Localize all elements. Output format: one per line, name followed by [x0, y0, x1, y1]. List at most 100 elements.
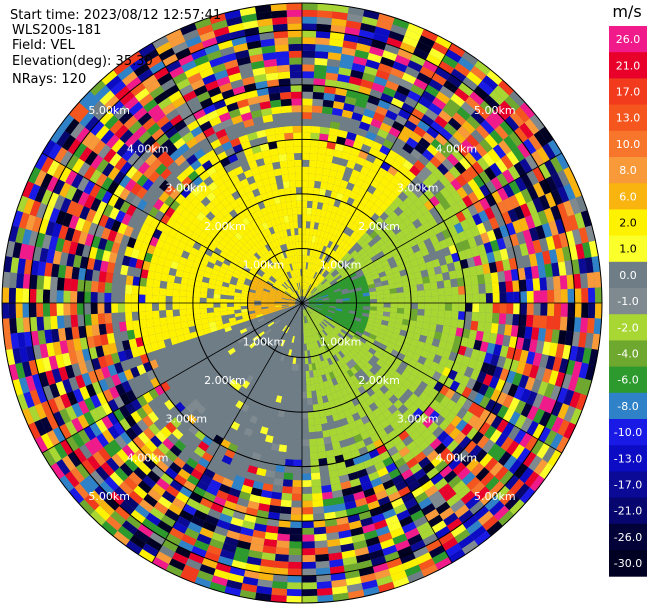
velocity-gate — [397, 303, 405, 309]
velocity-gate — [199, 303, 207, 309]
velocity-gate — [438, 60, 455, 75]
velocity-gate — [333, 288, 341, 293]
velocity-gate — [473, 174, 485, 188]
velocity-gate — [302, 193, 308, 201]
velocity-gate — [333, 236, 340, 244]
velocity-gate — [313, 271, 318, 279]
velocity-gate — [505, 280, 514, 293]
velocity-gate — [291, 397, 297, 406]
velocity-gate — [427, 217, 438, 228]
velocity-gate — [302, 166, 310, 174]
velocity-gate — [357, 228, 366, 238]
velocity-gate — [414, 347, 423, 356]
velocity-gate — [393, 344, 402, 353]
velocity-gate — [402, 319, 410, 326]
velocity-gate — [528, 253, 538, 267]
velocity-gate — [321, 308, 329, 312]
velocity-gate — [339, 283, 347, 289]
velocity-gate — [542, 250, 552, 265]
velocity-gate — [302, 221, 307, 229]
velocity-gate — [377, 99, 391, 110]
velocity-gate — [423, 282, 431, 291]
velocity-gate — [348, 76, 362, 86]
velocity-gate — [348, 205, 357, 215]
velocity-gate — [341, 47, 356, 57]
velocity-gate — [392, 17, 410, 30]
velocity-gate — [370, 118, 383, 129]
velocity-gate — [389, 312, 397, 318]
velocity-gate — [329, 234, 336, 243]
velocity-gate — [465, 303, 473, 312]
velocity-gate — [426, 244, 436, 255]
velocity-gate — [179, 309, 187, 316]
velocity-gate — [373, 322, 381, 329]
velocity-gate — [312, 228, 318, 237]
velocity-gate — [313, 526, 327, 535]
velocity-gate — [421, 90, 436, 103]
velocity-gate — [319, 288, 326, 293]
velocity-gate — [365, 59, 380, 70]
velocity-gate — [302, 568, 317, 576]
velocity-gate — [369, 230, 378, 240]
velocity-gate — [165, 303, 173, 311]
velocity-gate — [286, 595, 302, 603]
velocity-gate — [482, 331, 491, 343]
velocity-gate — [355, 308, 363, 313]
velocity-gate — [580, 210, 592, 228]
velocity-gate — [247, 303, 255, 306]
velocity-gate — [435, 66, 451, 80]
velocity-gate — [340, 250, 348, 258]
velocity-gate — [354, 178, 364, 188]
velocity-gate — [464, 285, 473, 295]
velocity-gate — [390, 298, 398, 303]
velocity-gate — [326, 204, 334, 213]
velocity-gate — [166, 281, 174, 290]
velocity-gate — [359, 240, 368, 249]
velocity-gate — [545, 176, 558, 193]
velocity-gate — [456, 319, 465, 329]
velocity-gate — [341, 311, 349, 316]
velocity-gate — [420, 349, 430, 359]
velocity-gate — [312, 279, 317, 286]
velocity-gate — [118, 283, 126, 294]
velocity-gate — [453, 335, 463, 346]
velocity-gate — [470, 246, 480, 258]
velocity-gate — [451, 343, 461, 354]
velocity-gate — [485, 293, 493, 303]
velocity-gate — [387, 191, 398, 202]
velocity-gate — [284, 404, 292, 412]
velocity-gate — [490, 176, 503, 191]
velocity-gate — [451, 303, 459, 312]
velocity-gate — [519, 102, 536, 119]
velocity-gate — [396, 85, 411, 97]
velocity-gate — [450, 202, 462, 215]
velocity-gate — [344, 138, 355, 148]
velocity-gate — [435, 364, 446, 375]
velocity-gate — [485, 180, 497, 194]
velocity-gate — [443, 80, 459, 94]
velocity-gate — [160, 324, 169, 333]
velocity-gate — [423, 200, 435, 211]
velocity-gate — [339, 158, 349, 167]
velocity-gate — [565, 359, 576, 376]
velocity-gate — [294, 439, 302, 447]
velocity-gate — [307, 194, 314, 202]
velocity-gate — [344, 96, 357, 106]
velocity-gate — [303, 269, 306, 276]
velocity-gate — [173, 315, 181, 324]
velocity-gate — [431, 224, 442, 235]
velocity-gate — [439, 356, 449, 367]
velocity-gate — [542, 143, 556, 160]
velocity-gate — [312, 201, 318, 209]
velocity-gate — [448, 135, 462, 149]
velocity-gate — [362, 330, 371, 337]
velocity-gate — [356, 296, 364, 301]
velocity-gate — [314, 215, 321, 223]
velocity-gate — [520, 173, 533, 189]
velocity-gate — [360, 318, 368, 325]
velocity-gate — [417, 120, 431, 132]
velocity-gate — [314, 417, 322, 426]
velocity-gate — [43, 275, 52, 290]
velocity-gate — [456, 106, 471, 121]
velocity-gate — [448, 270, 457, 280]
